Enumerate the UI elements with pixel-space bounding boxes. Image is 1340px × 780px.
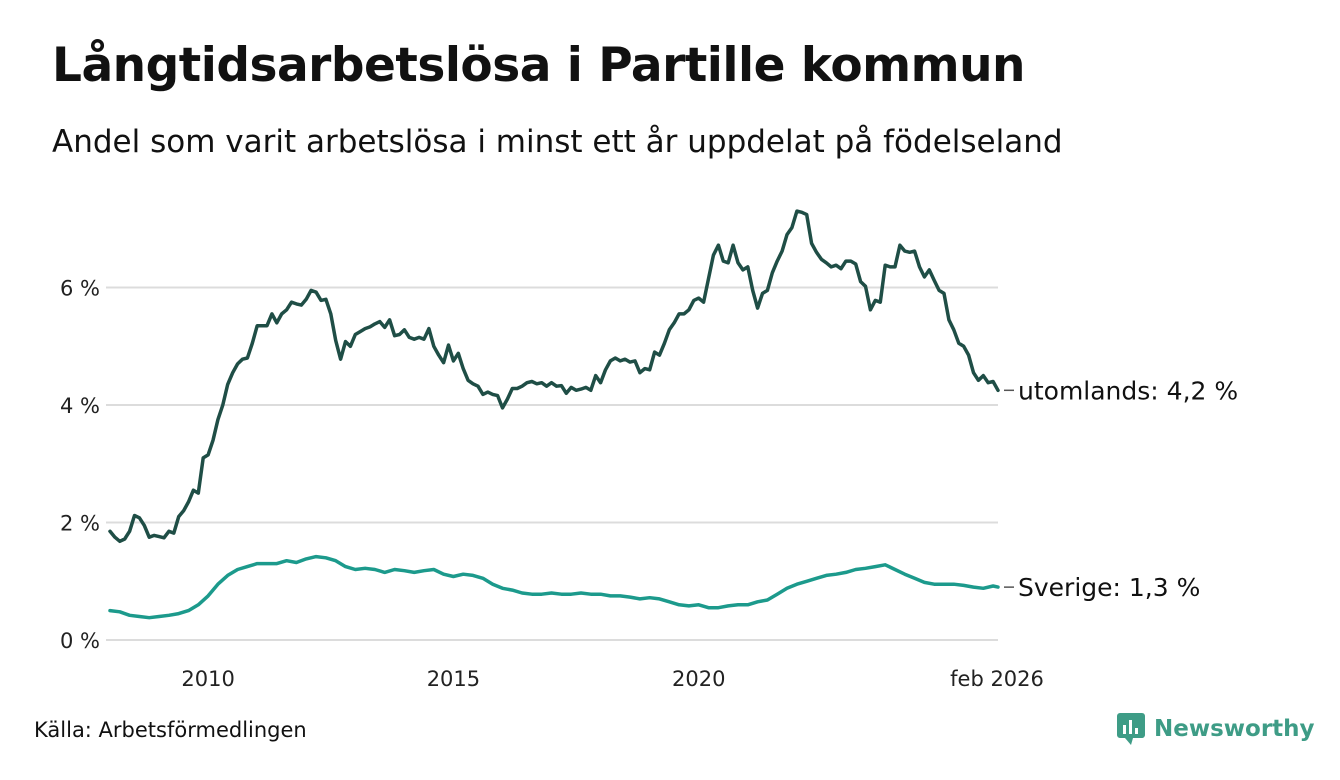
x-tick-label: feb 2026 [950,667,1044,691]
end-label-utomlands: utomlands: 4,2 % [1018,376,1238,405]
brand-logo[interactable]: Newsworthy [1116,712,1315,746]
series-line-sverige [108,554,1000,620]
brand-name: Newsworthy [1154,716,1315,742]
source-note: Källa: Arbetsförmedlingen [34,718,307,742]
x-tick-label: 2015 [427,667,480,691]
chart-subtitle: Andel som varit arbetslösa i minst ett å… [52,124,1063,160]
y-tick-label: 6 % [60,277,100,301]
end-label-sverige: Sverige: 1,3 % [1018,573,1200,602]
series-line-utomlands [108,209,1000,544]
x-tick-label: 2010 [181,667,234,691]
chart-title: Långtidsarbetslösa i Partille kommun [52,38,1026,93]
y-tick-label: 4 % [60,394,100,418]
y-tick-label: 2 % [60,512,100,536]
x-tick-label: 2020 [672,667,725,691]
y-tick-label: 0 % [60,629,100,653]
newsworthy-logo-icon [1117,713,1145,745]
